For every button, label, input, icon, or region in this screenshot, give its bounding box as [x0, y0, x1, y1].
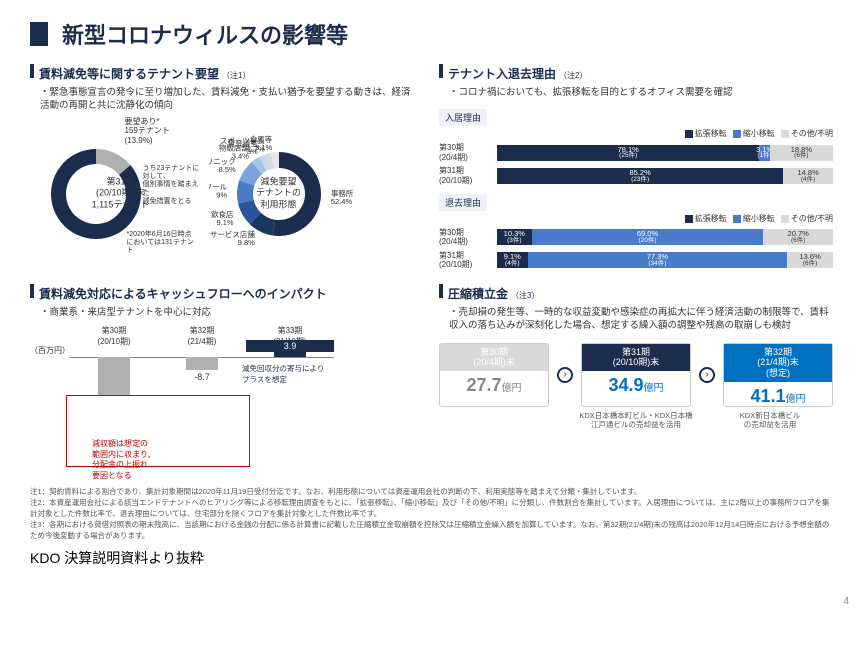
svg-text:9.8%: 9.8%: [237, 237, 254, 246]
page-number: 4: [843, 596, 849, 607]
section-compression-reserve: 圧縮積立金 （注3） ・売却損の発生等、一時的な収益変動や感染症の再拡大に伴う経…: [439, 284, 833, 475]
bar-row: 第30期(20/4期)10.3%(3件)69.0%(20件)20.7%(6件): [439, 228, 833, 247]
stacked-bar-chart: 入居理由拡張移転縮小移転その他/不明第30期(20/4期)78.1%(25件)3…: [439, 105, 833, 270]
reserve-box: 第32期(21/4期)末(想定)41.1億円: [723, 343, 833, 407]
svg-text:52.4%: 52.4%: [330, 196, 352, 205]
cash-unit: （百万円）: [30, 345, 70, 356]
sec4-subtitle: ・売却損の発生等、一時的な収益変動や感染症の再拡大に伴う経済活動の制限等で、賃料…: [449, 306, 833, 333]
svg-text:3.1%: 3.1%: [255, 143, 272, 152]
title-bar: 新型コロナウィルスの影響等: [30, 18, 833, 50]
reserve-caption: KDX新日本橋ビルの売却益を活用: [707, 411, 833, 429]
donut-usage-type: 事務所52.4%サービス店舗9.8%飲食店9.1%スクール9%クリニック8.5%…: [209, 119, 409, 269]
svg-text:9.1%: 9.1%: [216, 217, 233, 226]
sec2-subtitle: ・コロナ禍においても、拡張移転を目的とするオフィス需要を確認: [449, 86, 833, 99]
cash-col-head: 第32期(21/4期): [158, 325, 246, 347]
reserve-box: 第31期(20/10期)末34.9億円: [581, 343, 691, 407]
donut2-center-label: 減免要望テナントの利用形態: [256, 176, 301, 211]
donut-tenant-count: 第31期(20/10期) 末1,115テナント 要望あり*159テナント(13.…: [41, 119, 201, 269]
footnote-line: 注2：本資産運用会社による該当エンドテナントへのヒアリング等による移転理由調査を…: [30, 498, 833, 520]
out-title: 退去理由: [439, 194, 487, 211]
source-attribution: KDO 決算説明資料より抜粋: [30, 548, 833, 568]
sec1-note: （注1）: [222, 70, 250, 81]
donut1-ann-bot: *2020年6月16日時点においては131テナント: [127, 231, 201, 256]
reserve-caption: [439, 411, 565, 429]
in-title: 入居理由: [439, 109, 487, 126]
donut1-center-label: 第31期(20/10期) 末1,115テナント: [92, 176, 150, 211]
bar-legend: 拡張移転縮小移転その他/不明: [439, 213, 833, 224]
arrow-icon: ›: [699, 367, 715, 383]
arrow-icon: ›: [557, 367, 573, 383]
sec3-title: 賃料減免対応によるキャッシュフローへのインパクト: [39, 285, 327, 302]
sec1-title: 賃料減免等に関するテナント要望: [39, 65, 219, 82]
sec2-note: （注2）: [559, 70, 587, 81]
page-title: 新型コロナウィルスの影響等: [62, 18, 348, 50]
section-cashflow-impact: 賃料減免対応によるキャッシュフローへのインパクト ・商業系・来店型テナントを中心…: [30, 284, 419, 475]
bar-legend: 拡張移転縮小移転その他/不明: [439, 128, 833, 139]
footnote-line: 注1：契約賃料による割合であり、集計対象期間は2020年11月19日受付分迄です…: [30, 487, 833, 498]
cashflow-chart: （百万円）第30期(20/10期)-53.5第32期(21/4期)-8.7第33…: [30, 325, 419, 475]
bar-row: 第30期(20/4期)78.1%(25件)3.1%(1件)18.8%(6件): [439, 143, 833, 162]
footnote-line: 注3：各期における貸借対照表の期末残高に、当該期における金銭の分配に係る計算書に…: [30, 520, 833, 542]
sec4-note: （注3）: [511, 290, 539, 301]
svg-text:8.5%: 8.5%: [218, 164, 235, 173]
section-tenant-requests: 賃料減免等に関するテナント要望 （注1） ・緊急事態宣言の発令に至り増加した、賃…: [30, 64, 419, 274]
sec4-title: 圧縮積立金: [448, 285, 508, 302]
bar-row: 第31期(20/10期)85.2%(23件)14.8%(4件): [439, 166, 833, 185]
cash-col-head: 第30期(20/10期): [70, 325, 158, 347]
donut1-ann-top: 要望あり*159テナント(13.9%): [125, 117, 170, 146]
sec1-subtitle: ・緊急事態宣言の発令に至り増加した、賃料減免・支払い猶予を要望する動きは、経済活…: [40, 86, 419, 113]
svg-text:9%: 9%: [216, 190, 227, 199]
bar-row: 第31期(20/10期)9.1%(4件)77.3%(34件)13.6%(6件): [439, 251, 833, 270]
sec3-subtitle: ・商業系・来店型テナントを中心に対応: [40, 306, 419, 319]
reserve-box: 第30期(20/4期)末27.7億円: [439, 343, 549, 407]
footnotes: 注1：契約賃料による割合であり、集計対象期間は2020年11月19日受付分迄です…: [30, 487, 833, 541]
cash-redbox-text: 減収額は想定の範囲内に収まり、分配金の上振れ要因となる: [92, 439, 156, 481]
reserve-boxes: 第30期(20/4期)末27.7億円 › 第31期(20/10期)末34.9億円 › 第…: [439, 343, 833, 407]
section-move-reasons: テナント入退去理由 （注2） ・コロナ禍においても、拡張移転を目的とするオフィス…: [439, 64, 833, 274]
donut1-ann-mid: うち23テナントに対して、個別事情を踏まえた減免措置をとる: [143, 165, 201, 207]
sec2-title: テナント入退去理由: [448, 65, 556, 82]
title-accent-block: [30, 22, 48, 46]
reserve-caption: KDX日本橋本町ビル・KDX日本橋江戸通ビルの売却益を活用: [573, 411, 699, 429]
